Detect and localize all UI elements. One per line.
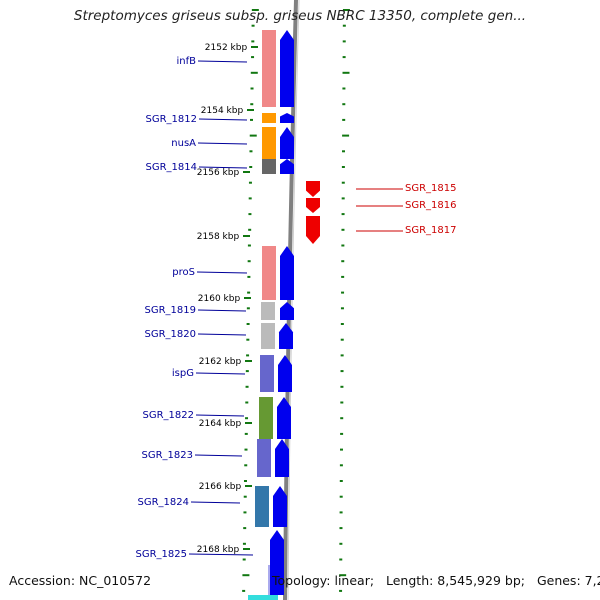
forward-gene: SGR_1825 xyxy=(136,530,284,595)
gene-label-leader xyxy=(195,414,245,417)
ruler-tick-label: 2166 kbp xyxy=(199,482,242,492)
gene-strand-arrow xyxy=(270,530,284,595)
forward-gene: nusA xyxy=(171,127,294,159)
ruler-tick-label: 2164 kbp xyxy=(199,419,242,429)
ruler-tick-label: 2168 kbp xyxy=(197,545,240,555)
left-ruler xyxy=(242,9,259,592)
gene-label-leader xyxy=(197,60,248,63)
gene-label: SGR_1817 xyxy=(405,225,457,236)
gene-label: SGR_1815 xyxy=(405,183,457,194)
gene-label: SGR_1819 xyxy=(145,305,197,316)
gene-label-leader xyxy=(188,553,254,556)
forward-gene: SGR_1819 xyxy=(145,302,294,320)
gene-label: SGR_1816 xyxy=(405,200,457,211)
gene-strand-arrow xyxy=(275,439,289,477)
genes-count-label: Genes: 7,222 xyxy=(536,573,600,588)
forward-gene: ispG xyxy=(172,355,292,392)
gene-label-leader xyxy=(196,271,248,274)
gene-feature-box xyxy=(262,127,276,159)
gene-feature-box xyxy=(259,397,273,439)
gene-strand-arrow xyxy=(280,127,294,159)
ruler-tick-label: 2158 kbp xyxy=(197,232,240,242)
reverse-gene: SGR_1816 xyxy=(306,198,457,213)
ruler-tick-label: 2154 kbp xyxy=(201,106,244,116)
gene-strand-arrow xyxy=(280,302,294,320)
gene-feature-box xyxy=(261,323,275,349)
length-label: Length: 8,545,929 bp; xyxy=(386,573,525,588)
ruler-tick-label: 2156 kbp xyxy=(197,168,240,178)
gene-label: SGR_1825 xyxy=(136,549,188,560)
gene-label-leader xyxy=(194,454,243,457)
gene-label: SGR_1812 xyxy=(146,114,198,125)
forward-gene: infB xyxy=(177,30,294,107)
topology-label: Topology: linear; xyxy=(272,573,375,588)
gene-label-leader xyxy=(198,166,248,169)
gene-label: proS xyxy=(172,267,195,278)
gene-label-leader xyxy=(198,118,248,121)
gene-feature-box xyxy=(262,30,276,107)
gene-strand-arrow xyxy=(306,198,320,213)
gene-strand-arrow xyxy=(280,246,294,300)
forward-gene: proS xyxy=(172,246,294,300)
gene-label: SGR_1820 xyxy=(145,329,197,340)
gene-label: infB xyxy=(177,56,197,67)
gene-strand-arrow xyxy=(280,159,294,174)
gene-strand-arrow xyxy=(306,216,320,244)
gene-label: SGR_1822 xyxy=(143,410,195,421)
accession-label: Accession: NC_010572 xyxy=(9,573,152,588)
reverse-gene: SGR_1815 xyxy=(306,181,457,197)
reverse-gene: SGR_1817 xyxy=(306,216,457,244)
forward-gene: SGR_1820 xyxy=(145,323,293,349)
forward-gene: SGR_1822 xyxy=(143,397,291,439)
ruler-tick-label: 2160 kbp xyxy=(198,294,241,304)
forward-gene: SGR_1824 xyxy=(138,486,287,527)
gene-label: nusA xyxy=(171,138,196,149)
gene-label-leader xyxy=(190,501,241,504)
gene-label-leader xyxy=(197,142,248,145)
gene-feature-box-partial xyxy=(248,595,278,600)
map-title: Streptomyces griseus subsp. griseus NBRC… xyxy=(73,8,527,24)
gene-strand-arrow xyxy=(279,323,293,349)
right-ruler xyxy=(339,9,350,592)
gene-feature-box xyxy=(257,439,271,477)
gene-label: ispG xyxy=(172,368,194,379)
gene-feature-box xyxy=(255,486,269,527)
ruler-tick-label: 2162 kbp xyxy=(199,357,242,367)
gene-label: SGR_1824 xyxy=(138,497,190,508)
gene-feature-box xyxy=(260,355,274,392)
gene-strand-arrow xyxy=(306,181,320,197)
gene-feature-box xyxy=(261,302,275,320)
forward-gene: SGR_1812 xyxy=(146,113,294,125)
gene-strand-arrow xyxy=(277,397,291,439)
gene-label: SGR_1814 xyxy=(146,162,198,173)
forward-gene: SGR_1823 xyxy=(142,439,289,477)
gene-label-leader xyxy=(197,309,247,312)
gene-label-leader xyxy=(197,333,247,336)
gene-feature-box xyxy=(262,246,276,300)
gene-feature-box xyxy=(262,113,276,123)
gene-strand-arrow xyxy=(273,486,287,527)
ruler-tick-label: 2152 kbp xyxy=(205,43,248,53)
gene-strand-arrow xyxy=(280,30,294,107)
gene-feature-box xyxy=(262,159,276,174)
gene-strand-arrow xyxy=(280,113,294,123)
gene-label-leader xyxy=(195,372,246,375)
sequence-stats: Topology: linear; Length: 8,545,929 bp; … xyxy=(272,573,600,588)
gene-label: SGR_1823 xyxy=(142,450,194,461)
gene-strand-arrow xyxy=(278,355,292,392)
forward-gene: SGR_1814 xyxy=(146,159,294,174)
